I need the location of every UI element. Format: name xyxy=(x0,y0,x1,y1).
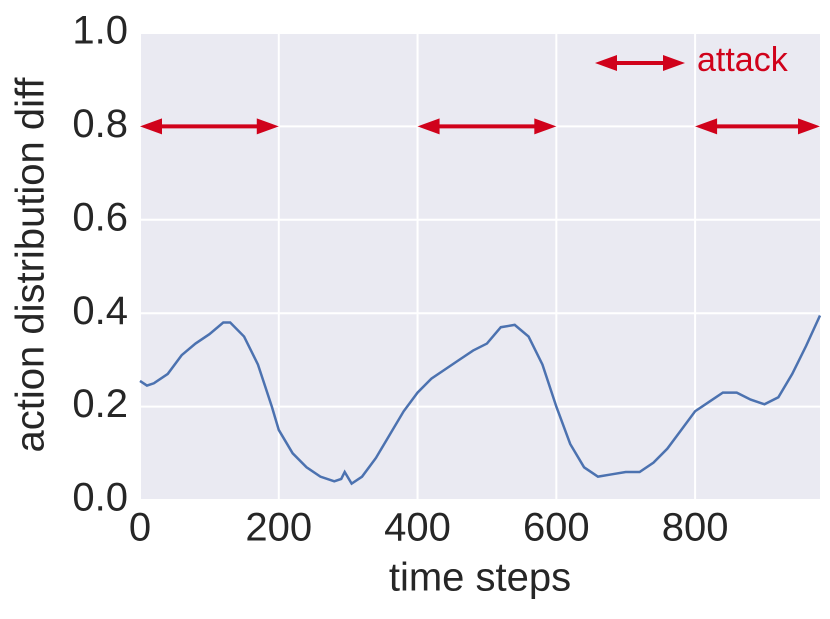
arrow-part xyxy=(595,55,617,71)
arrow-part xyxy=(534,118,557,135)
arrow-part xyxy=(798,118,820,135)
x-axis-label: time steps xyxy=(389,556,571,600)
y-tick-label: 0.8 xyxy=(72,102,128,146)
attack-arrow xyxy=(417,118,557,135)
plot-background xyxy=(140,33,820,500)
arrow-part xyxy=(256,118,279,135)
y-tick-label: 0.2 xyxy=(72,382,128,426)
legend-label: attack xyxy=(697,41,789,79)
y-tick-label: 0.6 xyxy=(72,195,128,239)
data-line xyxy=(139,315,822,486)
x-tick-label: 600 xyxy=(523,506,590,550)
y-tick-label: 0.4 xyxy=(72,289,128,333)
legend-marker xyxy=(595,55,685,71)
x-tick-label: 0 xyxy=(129,506,151,550)
attack-arrow xyxy=(695,118,820,135)
arrow-part xyxy=(663,55,685,71)
arrow-part xyxy=(417,118,440,135)
arrow-part xyxy=(140,118,162,135)
y-tick-label: 1.0 xyxy=(72,9,128,53)
x-tick-label: 400 xyxy=(384,506,451,550)
attack-arrow xyxy=(140,118,279,135)
arrow-part xyxy=(695,118,718,135)
x-tick-label: 200 xyxy=(245,506,312,550)
x-tick-label: 800 xyxy=(662,506,729,550)
y-axis-label: action distribution diff xyxy=(9,77,53,453)
y-tick-label: 0.0 xyxy=(72,476,128,520)
